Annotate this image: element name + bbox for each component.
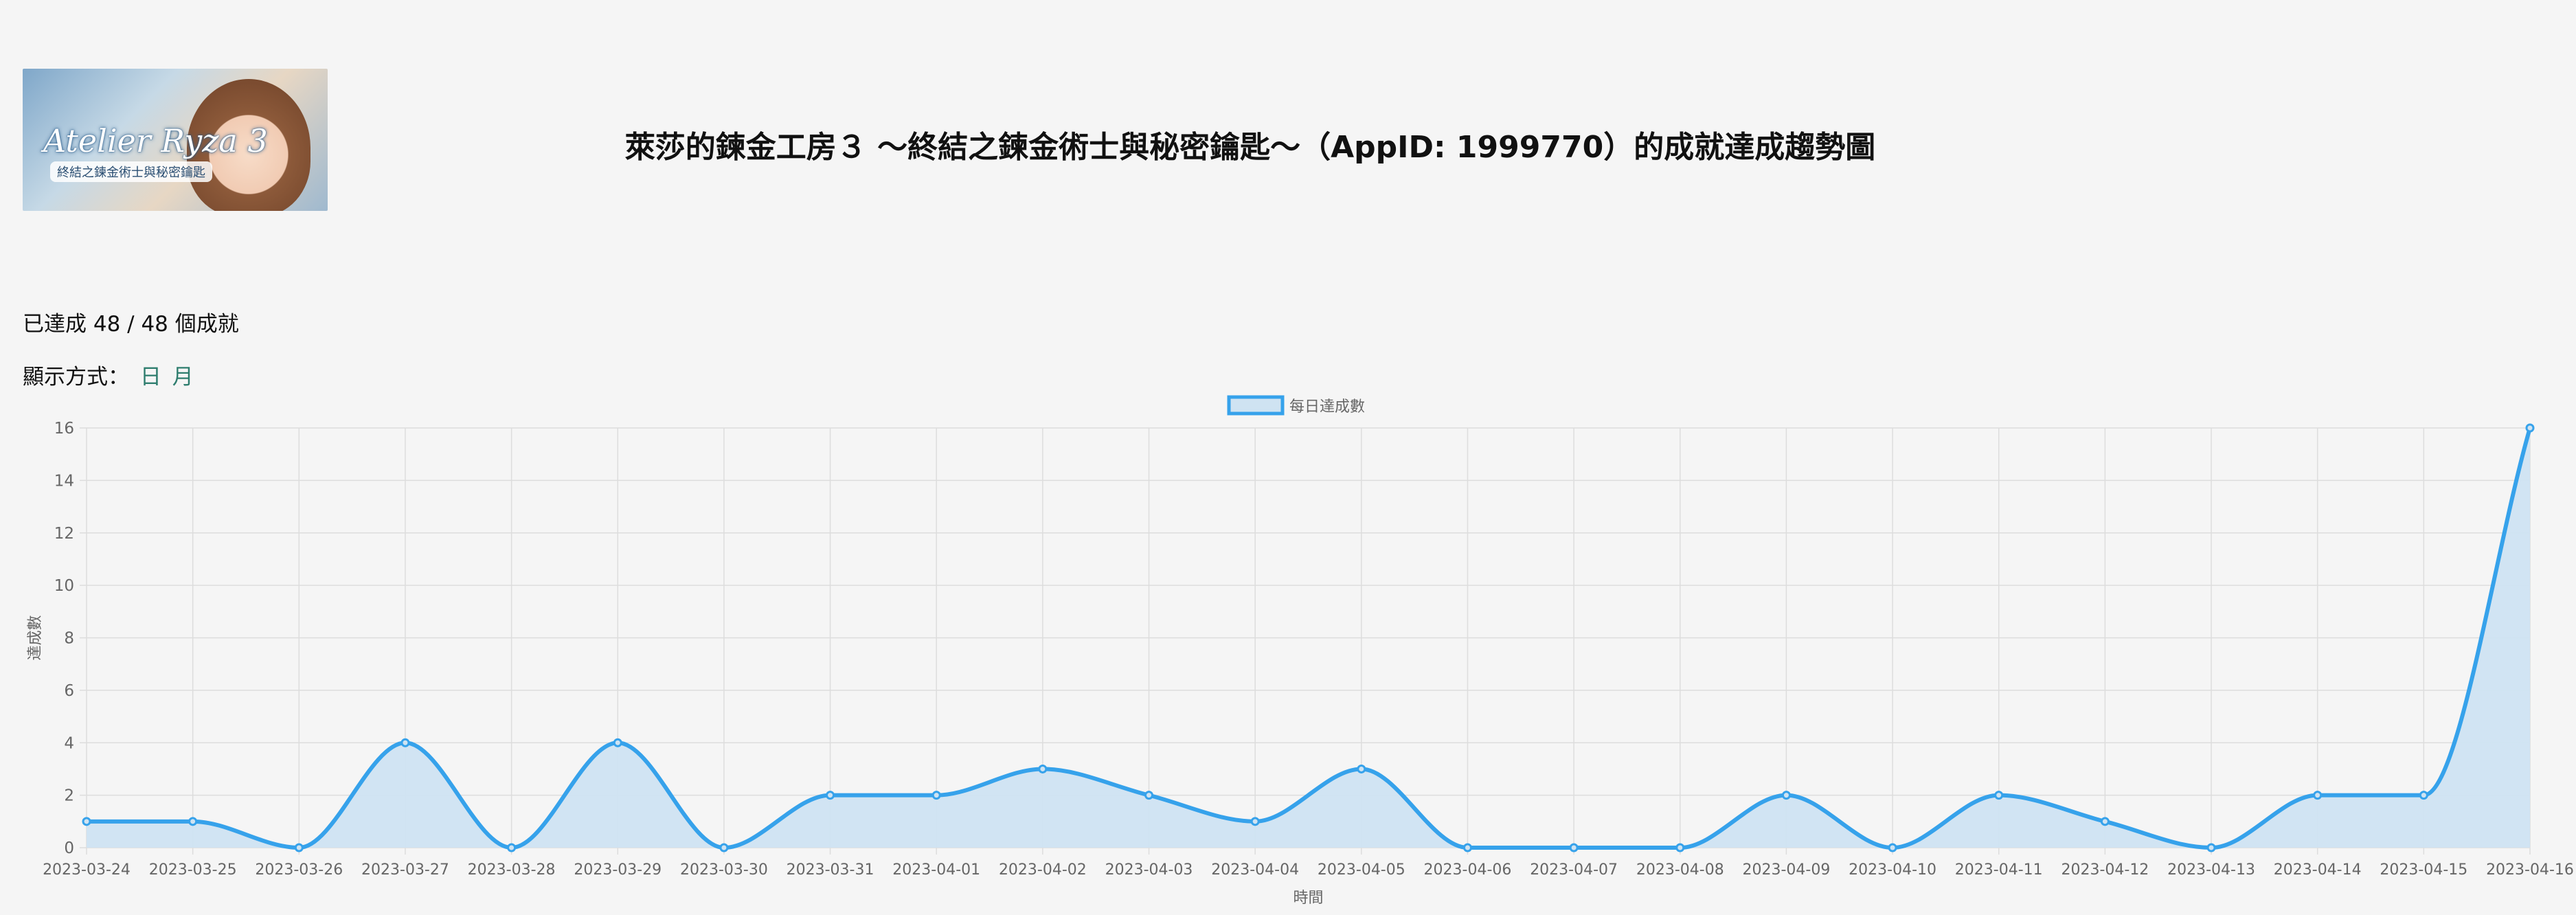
x-tick-label: 2023-04-07 <box>1530 861 1618 879</box>
y-tick-label: 12 <box>54 525 74 543</box>
series-line <box>86 427 2532 850</box>
banner-subtitle: 終結之鍊金術士與秘密鑰匙 <box>50 161 212 182</box>
y-tick-label: 14 <box>54 472 74 490</box>
data-point <box>1144 791 1154 800</box>
y-tick-label: 16 <box>54 420 74 438</box>
x-tick-label: 2023-04-03 <box>1105 861 1193 879</box>
mode-option-day[interactable]: 日 <box>139 365 161 389</box>
y-tick-label: 2 <box>64 787 74 805</box>
data-point <box>1250 817 1260 826</box>
x-tick-label: 2023-04-02 <box>999 861 1087 879</box>
data-point <box>2525 423 2535 433</box>
y-tick-label: 8 <box>64 630 74 648</box>
y-tick-label: 10 <box>54 577 74 595</box>
page-header: Atelier Ryza 3 終結之鍊金術士與秘密鑰匙 萊莎的鍊金工房３ ～終結… <box>0 0 2576 227</box>
data-point <box>613 738 622 747</box>
data-point <box>1888 843 1897 852</box>
x-tick-label: 2023-04-04 <box>1211 861 1299 879</box>
data-point <box>1994 791 2004 800</box>
data-point <box>2100 817 2110 826</box>
mode-option-month[interactable]: 月 <box>172 365 194 389</box>
data-point <box>1569 843 1579 852</box>
data-point <box>1781 791 1791 800</box>
chart-legend[interactable]: 每日達成數 <box>1227 395 1365 416</box>
x-tick-label: 2023-04-13 <box>2167 861 2255 879</box>
display-mode-selector: 顯示方式： 日 月 <box>23 359 194 390</box>
page-title: 萊莎的鍊金工房３ ～終結之鍊金術士與秘密鑰匙～（AppID: 1999770）的… <box>624 130 1876 165</box>
data-point <box>188 817 198 826</box>
data-point <box>1357 764 1366 773</box>
data-point <box>1038 764 1048 773</box>
x-axis-ticks: 2023-03-24 2023-03-25 2023-03-26 2023-03-27… <box>43 861 2574 879</box>
data-point <box>507 843 517 852</box>
data-point <box>1675 843 1685 852</box>
data-point <box>826 791 835 800</box>
x-tick-label: 2023-03-31 <box>787 861 874 879</box>
x-tick-label: 2023-03-27 <box>361 861 449 879</box>
data-point <box>82 817 91 826</box>
display-mode-label: 顯示方式： <box>23 365 129 389</box>
x-tick-label: 2023-03-28 <box>468 861 556 879</box>
legend-label: 每日達成數 <box>1289 398 1365 416</box>
game-banner-image: Atelier Ryza 3 終結之鍊金術士與秘密鑰匙 <box>23 69 328 211</box>
x-tick-label: 2023-04-15 <box>2380 861 2467 879</box>
x-tick-label: 2023-03-25 <box>149 861 237 879</box>
x-tick-label: 2023-04-05 <box>1318 861 1405 879</box>
data-point <box>400 738 410 747</box>
x-tick-label: 2023-04-16 <box>2486 861 2574 879</box>
y-axis-ticks: 0 2 4 6 8 10 12 14 16 <box>54 420 74 857</box>
data-point <box>294 843 304 852</box>
x-tick-label: 2023-03-29 <box>574 861 662 879</box>
x-tick-label: 2023-04-01 <box>892 861 980 879</box>
y-tick-label: 6 <box>64 682 74 700</box>
data-point <box>2206 843 2216 852</box>
x-tick-label: 2023-03-30 <box>680 861 768 879</box>
x-tick-label: 2023-03-24 <box>43 861 131 879</box>
x-axis-label: 時間 <box>1293 890 1323 907</box>
y-axis-label: 達成數 <box>27 615 44 660</box>
trend-chart: 每日達成數 0 2 4 6 8 10 12 14 16 2023-03-24 2023-03-25… <box>0 385 2576 912</box>
data-point <box>2313 791 2323 800</box>
x-tick-label: 2023-04-12 <box>2061 861 2149 879</box>
data-point <box>2419 791 2428 800</box>
data-point <box>931 791 941 800</box>
legend-swatch <box>1227 395 1285 416</box>
character-illustration <box>187 79 310 211</box>
data-point <box>719 843 729 852</box>
x-tick-label: 2023-03-26 <box>255 861 343 879</box>
achievement-summary: 已達成 48 / 48 個成就 <box>23 312 239 337</box>
x-tick-label: 2023-04-09 <box>1743 861 1831 879</box>
chart-svg: 每日達成數 0 2 4 6 8 10 12 14 16 2023-03-24 2023-03-25… <box>27 395 2574 907</box>
x-tick-label: 2023-04-10 <box>1849 861 1936 879</box>
data-point <box>1462 843 1472 852</box>
banner-logo-text: Atelier Ryza 3 <box>43 122 268 159</box>
series-points <box>82 423 2535 852</box>
x-tick-label: 2023-04-08 <box>1636 861 1724 879</box>
y-tick-label: 0 <box>64 839 74 857</box>
y-tick-label: 4 <box>64 734 74 752</box>
x-tick-label: 2023-04-06 <box>1424 861 1512 879</box>
x-tick-label: 2023-04-14 <box>2274 861 2362 879</box>
x-tick-label: 2023-04-11 <box>1955 861 2043 879</box>
